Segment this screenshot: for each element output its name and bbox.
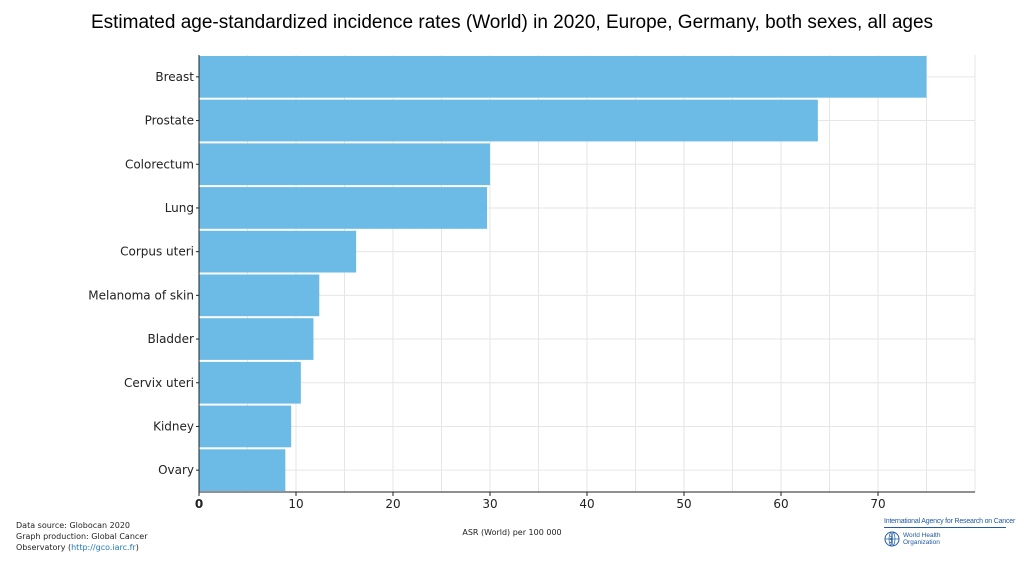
data-source-note: Data source: Globocan 2020 Graph product… [16, 520, 148, 553]
iarc-logo: International Agency for Research on Can… [884, 518, 1016, 525]
y-tick-label: Ovary [158, 463, 194, 477]
y-tick-label: Prostate [145, 114, 194, 128]
source-line: Graph production: Global Cancer [16, 532, 148, 541]
x-tick-label: 40 [579, 497, 594, 511]
chart-title: Estimated age-standardized incidence rat… [90, 12, 934, 33]
divider [884, 527, 1006, 528]
bar-colorectum [199, 143, 490, 186]
who-emblem-icon [884, 531, 900, 547]
bar-cervix-uteri [199, 361, 301, 404]
x-tick-label: 50 [676, 497, 691, 511]
y-tick-label: Breast [155, 70, 194, 84]
x-axis-label: ASR (World) per 100 000 [462, 528, 561, 537]
bars [199, 56, 927, 491]
gco-link[interactable]: http://gco.iarc.fr [71, 543, 136, 552]
bar-kidney [199, 405, 292, 448]
y-tick-label: Corpus uteri [120, 245, 194, 259]
y-tick-label: Kidney [153, 419, 194, 433]
axes: Breast Prostate Colorectum Lung Corpus uteri… [88, 55, 975, 511]
source-line: Data source: Globocan 2020 [16, 521, 131, 530]
x-tick-label: 10 [288, 497, 303, 511]
bar-ovary [199, 449, 286, 491]
y-tick-label: Melanoma of skin [88, 288, 194, 302]
bar-lung [199, 187, 488, 229]
y-tick-label: Colorectum [125, 157, 194, 171]
bar-bladder [199, 318, 314, 360]
logos: International Agency for Research on Can… [884, 518, 1016, 547]
x-tick-label: 0 [195, 497, 203, 511]
who-name-line: World Health [903, 532, 941, 539]
bar-breast [199, 56, 927, 98]
y-tick-label: Cervix uteri [124, 376, 194, 390]
x-tick-label: 20 [385, 497, 400, 511]
x-tick-label: 30 [482, 497, 497, 511]
bar-melanoma-of-skin [199, 274, 320, 317]
bar-prostate [199, 99, 818, 142]
x-tick-label: 60 [773, 497, 788, 511]
bar-corpus-uteri [199, 230, 357, 273]
x-tick-label: 70 [870, 497, 885, 511]
y-tick-label: Bladder [148, 332, 195, 346]
who-name-line: Organization [903, 539, 940, 546]
who-logo: World Health Organization [884, 531, 1014, 547]
y-tick-label: Lung [165, 201, 194, 215]
source-line: Observatory (http://gco.iarc.fr) [16, 543, 139, 552]
